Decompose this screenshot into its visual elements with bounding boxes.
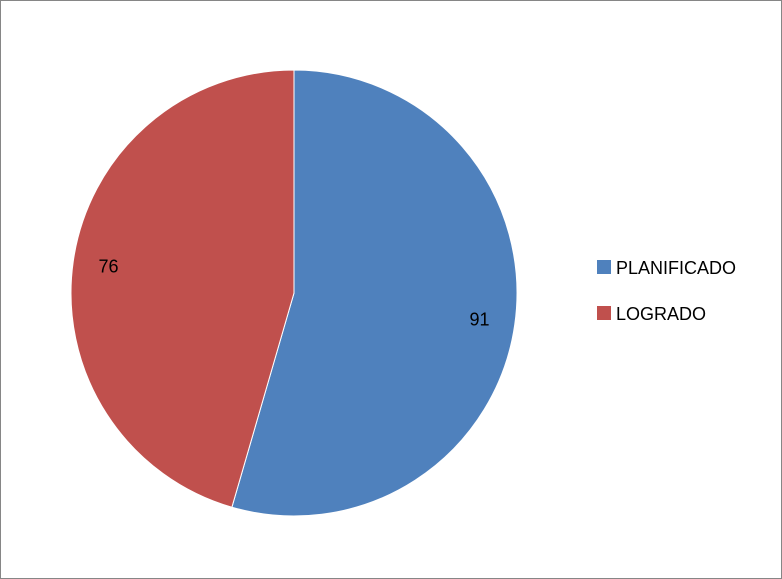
legend-label-planificado: PLANIFICADO xyxy=(616,258,736,278)
legend: PLANIFICADO LOGRADO xyxy=(597,258,736,324)
pie-slices xyxy=(70,69,518,517)
data-label-logrado: 76 xyxy=(99,257,119,277)
pie-slice-planificado xyxy=(231,69,518,517)
data-label-planificado: 91 xyxy=(469,309,489,329)
legend-swatch-logrado xyxy=(597,306,611,320)
legend-label-logrado: LOGRADO xyxy=(616,304,706,324)
pie-slice-logrado xyxy=(70,69,295,508)
legend-swatch-planificado xyxy=(597,260,611,274)
data-labels: 91 76 xyxy=(99,257,490,330)
